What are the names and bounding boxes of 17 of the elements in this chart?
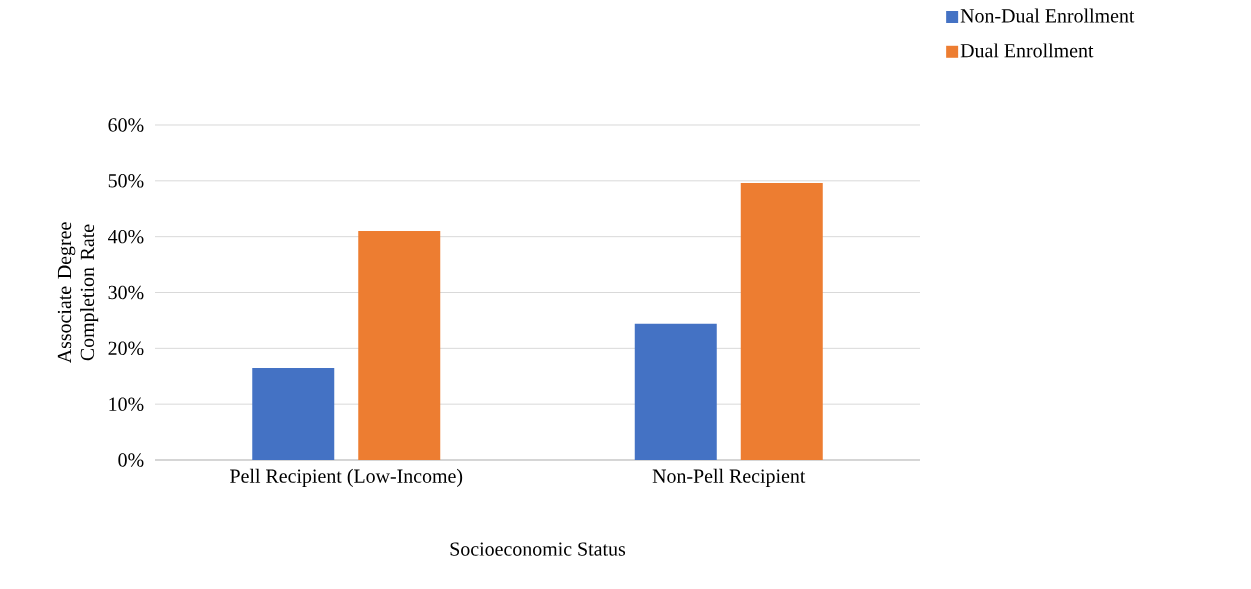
- x-axis-title: Socioeconomic Status: [450, 542, 626, 556]
- y-tick-label: 10%: [109, 397, 144, 411]
- x-tick-label: Pell Recipient (Low-Income): [230, 468, 463, 487]
- y-axis-title: Associate Degree Completion Rate: [57, 222, 99, 364]
- legend-label: Dual Enrollment: [960, 43, 1094, 58]
- y-tick-label: 20%: [108, 341, 144, 356]
- bar: [740, 183, 823, 460]
- y-tick-label: 30%: [108, 285, 144, 300]
- legend-label: Non-Dual Enrollment: [960, 8, 1135, 23]
- bar: [634, 323, 717, 460]
- y-tick-label: 0%: [118, 453, 144, 467]
- y-tick-label: 50%: [108, 174, 144, 188]
- bar: [358, 231, 441, 460]
- x-tick-label: Non-Pell Recipient: [652, 468, 806, 487]
- y-tick-label: 60%: [108, 118, 144, 132]
- bar: [252, 367, 335, 460]
- y-tick-label: 40%: [108, 229, 144, 244]
